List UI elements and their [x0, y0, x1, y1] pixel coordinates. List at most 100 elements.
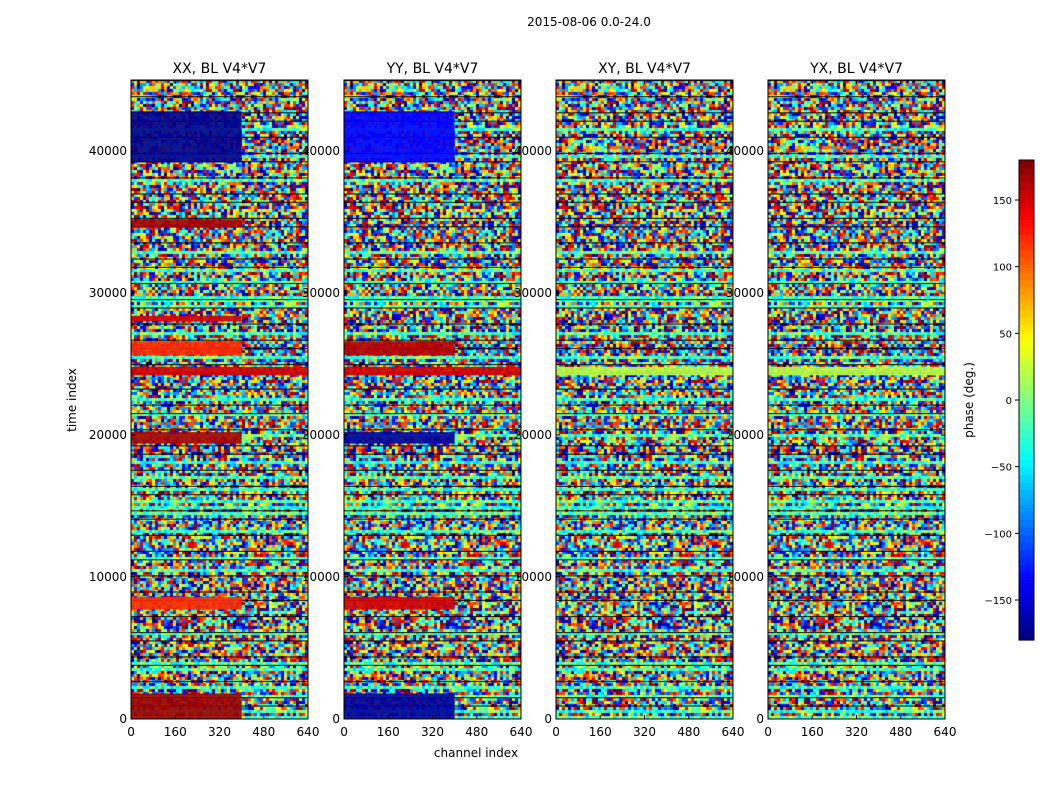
flag-line	[556, 705, 733, 707]
flag-line	[131, 632, 308, 634]
y-tick-label: 30000	[302, 286, 340, 300]
flag-line	[344, 550, 521, 552]
colorbar-segment	[1019, 160, 1034, 169]
colorbar-segment	[1019, 535, 1034, 544]
panel-0: XX, BL V4*V7 0 160 320 480 640 0 10000 20000 3000…	[89, 61, 320, 739]
colorbar-segment	[1019, 385, 1034, 394]
phase-band-4	[131, 341, 242, 356]
x-tick-label: 0	[340, 725, 348, 739]
flag-line	[556, 388, 733, 390]
flag-line	[344, 323, 521, 325]
flag-line	[556, 413, 733, 415]
flag-line	[556, 575, 733, 577]
colorbar-segment	[1019, 617, 1034, 626]
flag-line	[556, 258, 733, 260]
flag-line	[131, 591, 308, 593]
phase-band-5	[131, 315, 242, 322]
phase-band-7	[131, 111, 242, 163]
y-tick-label: 30000	[514, 286, 552, 300]
x-axis-label: channel index	[434, 746, 518, 760]
flag-line	[344, 193, 521, 195]
panel-3: YX, BL V4*V7 0 160 320 480 640 0 10000 20000 3000…	[726, 61, 957, 739]
colorbar-segment	[1019, 572, 1034, 581]
colorbar-segment	[1019, 355, 1034, 364]
y-tick-label: 20000	[302, 428, 340, 442]
flag-line	[344, 510, 521, 512]
flag-line	[556, 282, 733, 285]
flag-line	[344, 680, 521, 683]
colorbar: 150 100 50 0 −50 −100 −150 phase (deg.)	[962, 159, 1035, 641]
flag-line	[344, 664, 521, 666]
panel-title: XX, BL V4*V7	[173, 61, 267, 77]
colorbar-segment	[1019, 362, 1034, 371]
flag-line	[556, 656, 733, 658]
flag-line	[556, 445, 733, 447]
x-tick-label: 0	[127, 725, 135, 739]
flag-line	[556, 632, 733, 634]
phase-band-0	[768, 366, 945, 376]
y-tick-label: 0	[332, 712, 340, 726]
flag-line	[556, 226, 733, 228]
x-tick-label: 640	[722, 725, 745, 739]
x-tick-label: 480	[677, 725, 700, 739]
flag-line	[344, 217, 521, 219]
flag-line	[768, 518, 945, 520]
flag-line	[768, 640, 945, 642]
colorbar-segment	[1019, 197, 1034, 206]
flag-line	[556, 599, 733, 601]
colorbar-segment	[1019, 512, 1034, 521]
colorbar-segment	[1019, 445, 1034, 454]
flag-line	[768, 559, 945, 561]
colorbar-segment	[1019, 497, 1034, 506]
y-tick-label: 20000	[726, 428, 764, 442]
flag-line	[131, 299, 308, 301]
phase-band-6	[131, 219, 242, 228]
colorbar-segment	[1019, 542, 1034, 551]
flag-line	[131, 485, 308, 487]
colorbar-label: phase (deg.)	[962, 362, 976, 438]
colorbar-segment	[1019, 610, 1034, 619]
flag-line	[556, 697, 733, 699]
flag-line	[131, 307, 308, 309]
x-tick-label: 640	[510, 725, 533, 739]
colorbar-segment	[1019, 347, 1034, 356]
y-tick-label: 10000	[302, 570, 340, 584]
colorbar-segment	[1019, 475, 1034, 484]
flag-line	[131, 534, 308, 536]
flag-line	[556, 550, 733, 552]
y-tick-label: 40000	[514, 144, 552, 158]
flag-line	[344, 518, 521, 520]
flag-line	[768, 550, 945, 552]
flag-line	[768, 242, 945, 244]
colorbar-segment	[1019, 407, 1034, 416]
flag-line	[344, 258, 521, 260]
flag-line	[131, 242, 308, 244]
flag-line	[131, 282, 308, 285]
colorbar-segment	[1019, 467, 1034, 476]
flag-line	[131, 404, 308, 406]
flag-line	[556, 469, 733, 471]
flag-line	[344, 226, 521, 228]
flag-line	[768, 485, 945, 487]
flag-line	[131, 177, 308, 179]
flag-line	[344, 201, 521, 203]
flag-line	[556, 96, 733, 98]
flag-line	[344, 388, 521, 390]
colorbar-segment	[1019, 430, 1034, 439]
flag-line	[768, 453, 945, 455]
colorbar-tick-label: 50	[999, 329, 1012, 340]
colorbar-segment	[1019, 377, 1034, 386]
flag-line	[344, 632, 521, 634]
x-tick-label: 160	[377, 725, 400, 739]
flag-line	[344, 96, 521, 98]
flag-line	[131, 469, 308, 471]
colorbar-segment	[1019, 550, 1034, 559]
panel-1: YY, BL V4*V7 0 160 320 480 640 0 10000 20000 3000…	[302, 61, 533, 739]
flag-line	[344, 494, 521, 496]
phase-band-0	[556, 366, 733, 376]
y-tick-label: 0	[544, 712, 552, 726]
colorbar-segment	[1019, 295, 1034, 304]
x-tick-label: 640	[297, 725, 320, 739]
heatmap-noise	[131, 80, 308, 719]
panel-2: XY, BL V4*V7 0 160 320 480 640 0 10000 20000 3000…	[514, 61, 745, 739]
